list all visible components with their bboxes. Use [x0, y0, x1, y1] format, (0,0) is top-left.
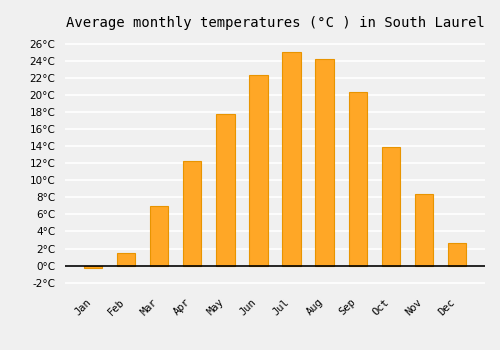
Bar — [348, 92, 366, 266]
Bar — [414, 194, 433, 266]
Title: Average monthly temperatures (°C ) in South Laurel: Average monthly temperatures (°C ) in So… — [66, 16, 484, 30]
Bar — [382, 147, 400, 266]
Bar — [282, 52, 300, 266]
Bar — [250, 75, 268, 266]
Bar — [448, 243, 466, 266]
Bar — [117, 253, 136, 266]
Bar — [150, 206, 169, 266]
Bar — [184, 161, 202, 266]
Bar — [316, 59, 334, 266]
Bar — [216, 114, 234, 266]
Bar — [84, 266, 102, 268]
